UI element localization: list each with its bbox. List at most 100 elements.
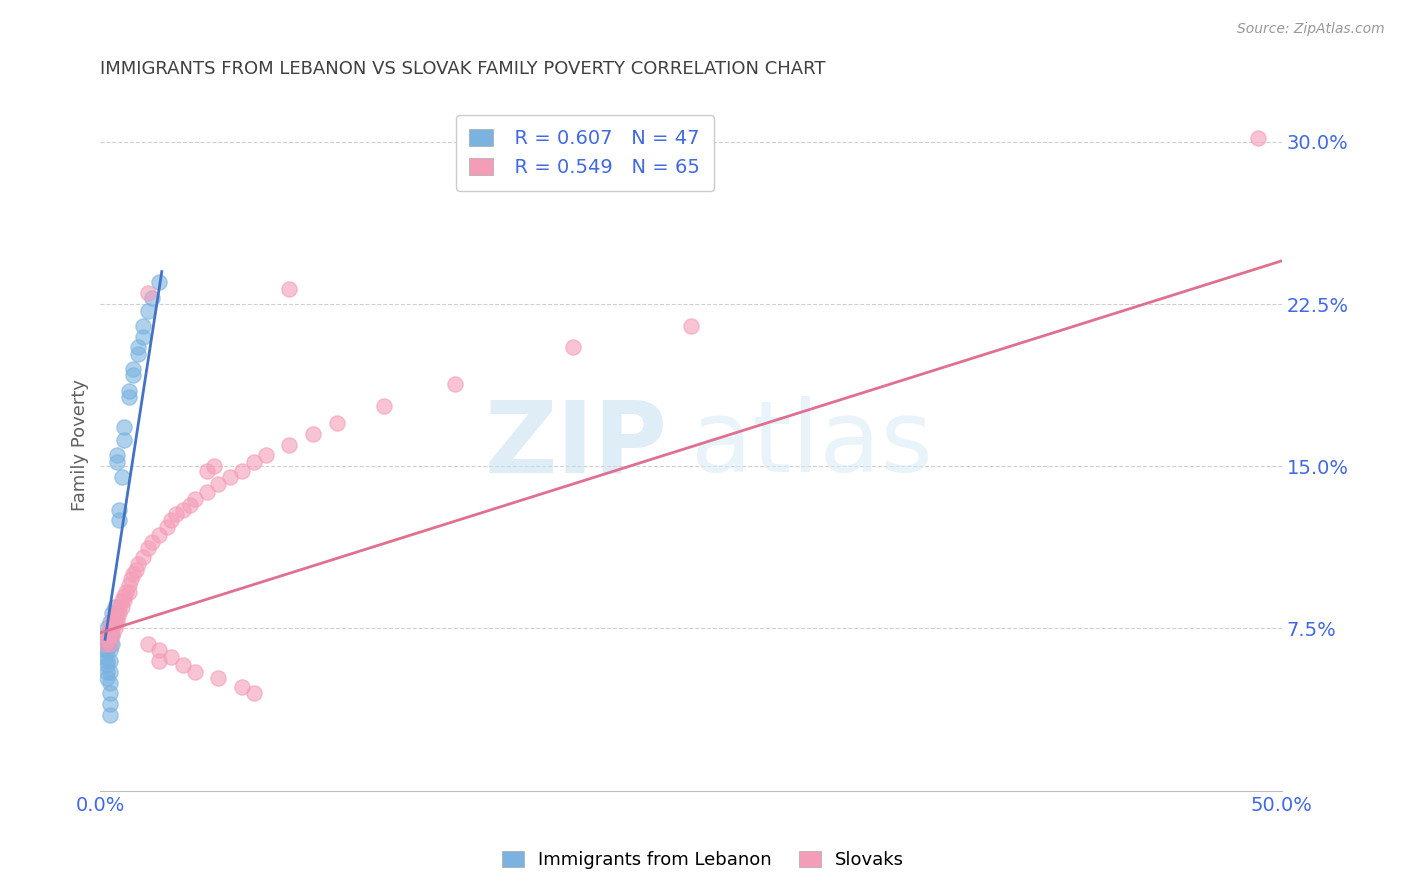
Point bbox=[98, 628, 121, 642]
Point bbox=[105, 615, 128, 629]
Point bbox=[184, 665, 207, 679]
Point bbox=[148, 643, 170, 657]
Point bbox=[1247, 130, 1270, 145]
Point bbox=[141, 291, 163, 305]
Point bbox=[96, 628, 118, 642]
Point bbox=[136, 303, 159, 318]
Text: atlas: atlas bbox=[692, 396, 932, 493]
Point bbox=[112, 420, 135, 434]
Point bbox=[118, 584, 141, 599]
Point bbox=[132, 329, 155, 343]
Point bbox=[105, 455, 128, 469]
Point bbox=[98, 665, 121, 679]
Y-axis label: Family Poverty: Family Poverty bbox=[72, 378, 89, 510]
Text: IMMIGRANTS FROM LEBANON VS SLOVAK FAMILY POVERTY CORRELATION CHART: IMMIGRANTS FROM LEBANON VS SLOVAK FAMILY… bbox=[100, 60, 825, 78]
Point bbox=[98, 628, 121, 642]
Point bbox=[118, 578, 141, 592]
Point bbox=[101, 615, 124, 629]
Point bbox=[101, 622, 124, 636]
Point bbox=[118, 390, 141, 404]
Point bbox=[101, 615, 124, 629]
Point bbox=[302, 426, 325, 441]
Point bbox=[122, 368, 145, 383]
Point bbox=[165, 507, 187, 521]
Point bbox=[254, 449, 277, 463]
Point bbox=[136, 286, 159, 301]
Point bbox=[98, 708, 121, 723]
Point bbox=[96, 665, 118, 679]
Point bbox=[108, 607, 131, 621]
Point bbox=[122, 567, 145, 582]
Text: ZIP: ZIP bbox=[485, 396, 668, 493]
Point bbox=[136, 637, 159, 651]
Point bbox=[98, 637, 121, 651]
Point bbox=[98, 654, 121, 668]
Point bbox=[105, 449, 128, 463]
Point bbox=[103, 610, 125, 624]
Point bbox=[108, 599, 131, 614]
Point bbox=[184, 491, 207, 506]
Point bbox=[94, 637, 117, 651]
Point bbox=[681, 318, 703, 333]
Point bbox=[110, 599, 132, 614]
Point bbox=[96, 622, 118, 636]
Point bbox=[132, 550, 155, 565]
Point bbox=[105, 607, 128, 621]
Point bbox=[112, 589, 135, 603]
Point bbox=[108, 513, 131, 527]
Point bbox=[195, 464, 218, 478]
Point bbox=[94, 649, 117, 664]
Point bbox=[278, 437, 301, 451]
Point bbox=[101, 628, 124, 642]
Point bbox=[443, 377, 465, 392]
Point bbox=[195, 485, 218, 500]
Point bbox=[98, 643, 121, 657]
Text: Source: ZipAtlas.com: Source: ZipAtlas.com bbox=[1237, 22, 1385, 37]
Point bbox=[103, 610, 125, 624]
Point bbox=[243, 686, 266, 700]
Point bbox=[98, 686, 121, 700]
Point bbox=[127, 340, 149, 354]
Point bbox=[103, 599, 125, 614]
Point bbox=[231, 680, 253, 694]
Point bbox=[160, 513, 183, 527]
Point bbox=[96, 632, 118, 647]
Point bbox=[94, 637, 117, 651]
Point bbox=[132, 318, 155, 333]
Point bbox=[110, 470, 132, 484]
Point bbox=[98, 637, 121, 651]
Point bbox=[98, 615, 121, 629]
Point bbox=[207, 671, 229, 685]
Point bbox=[98, 622, 121, 636]
Point bbox=[561, 340, 583, 354]
Point bbox=[122, 362, 145, 376]
Point bbox=[148, 276, 170, 290]
Point bbox=[112, 593, 135, 607]
Point bbox=[110, 593, 132, 607]
Point bbox=[243, 455, 266, 469]
Point bbox=[373, 399, 395, 413]
Point bbox=[101, 637, 124, 651]
Point bbox=[172, 658, 194, 673]
Point bbox=[219, 470, 242, 484]
Point bbox=[127, 347, 149, 361]
Point bbox=[120, 572, 142, 586]
Point bbox=[94, 643, 117, 657]
Point bbox=[94, 632, 117, 647]
Point bbox=[202, 459, 225, 474]
Point bbox=[127, 557, 149, 571]
Point bbox=[148, 528, 170, 542]
Point bbox=[207, 476, 229, 491]
Point bbox=[96, 643, 118, 657]
Point bbox=[112, 434, 135, 448]
Point bbox=[136, 541, 159, 556]
Point bbox=[105, 610, 128, 624]
Point bbox=[103, 615, 125, 629]
Point bbox=[96, 637, 118, 651]
Point bbox=[98, 675, 121, 690]
Point bbox=[125, 563, 148, 577]
Point bbox=[155, 520, 177, 534]
Point bbox=[179, 498, 201, 512]
Point bbox=[96, 628, 118, 642]
Point bbox=[115, 584, 138, 599]
